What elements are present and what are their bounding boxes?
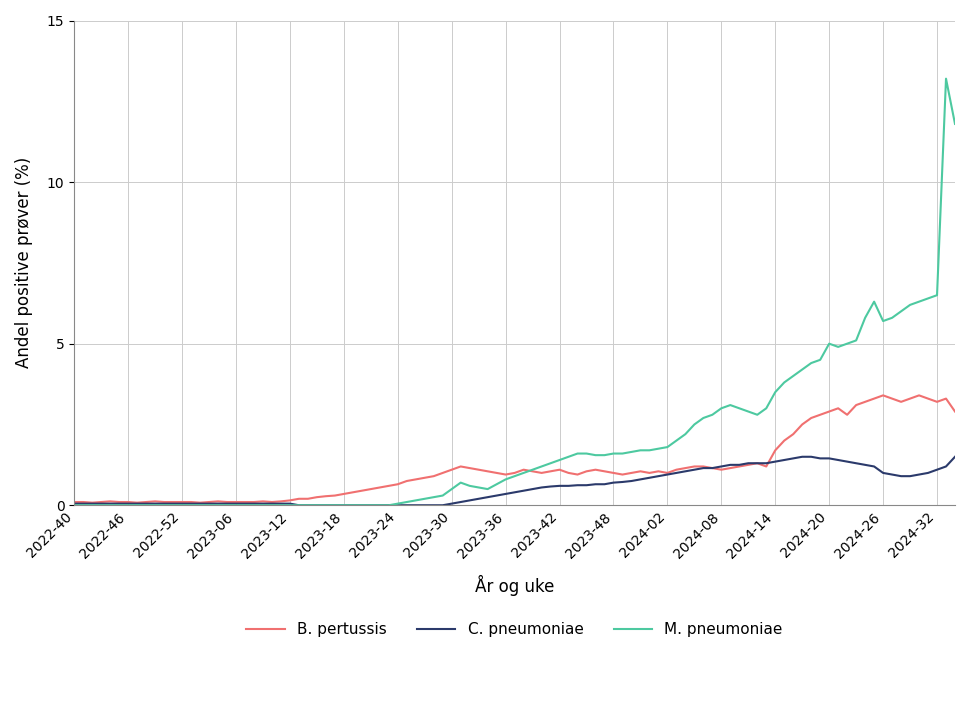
B. pertussis (876, 391, 888, 400)
M. pneumoniae (509, 472, 520, 481)
Legend: B. pertussis, C. pneumoniae, M. pneumoniae: B. pertussis, C. pneumoniae, M. pneumoni… (240, 616, 788, 643)
C. pneumoniae (347, 501, 359, 510)
C. pneumoniae (768, 457, 780, 466)
M. pneumoniae (337, 501, 349, 510)
X-axis label: År og uke: År og uke (475, 575, 553, 596)
C. pneumoniae (545, 482, 556, 491)
B. pertussis (284, 496, 296, 505)
Line: M. pneumoniae: M. pneumoniae (75, 79, 954, 505)
C. pneumoniae (796, 453, 807, 461)
B. pertussis (347, 488, 359, 497)
M. pneumoniae (949, 119, 960, 128)
C. pneumoniae (275, 500, 287, 508)
Line: C. pneumoniae: C. pneumoniae (75, 457, 954, 505)
C. pneumoniae (311, 501, 323, 510)
M. pneumoniae (301, 501, 313, 510)
C. pneumoniae (69, 500, 80, 508)
M. pneumoniae (760, 404, 771, 413)
Y-axis label: Andel positive prøver (%): Andel positive prøver (%) (15, 157, 33, 369)
M. pneumoniae (69, 501, 80, 510)
C. pneumoniae (949, 453, 960, 461)
M. pneumoniae (535, 462, 547, 471)
M. pneumoniae (939, 74, 951, 83)
M. pneumoniae (275, 501, 287, 510)
C. pneumoniae (293, 501, 304, 510)
B. pertussis (86, 498, 98, 507)
C. pneumoniae (517, 487, 529, 495)
Line: B. pertussis: B. pertussis (75, 395, 954, 502)
B. pertussis (517, 466, 529, 474)
B. pertussis (69, 497, 80, 506)
B. pertussis (949, 407, 960, 416)
B. pertussis (545, 467, 556, 476)
B. pertussis (311, 493, 323, 502)
B. pertussis (768, 446, 780, 455)
